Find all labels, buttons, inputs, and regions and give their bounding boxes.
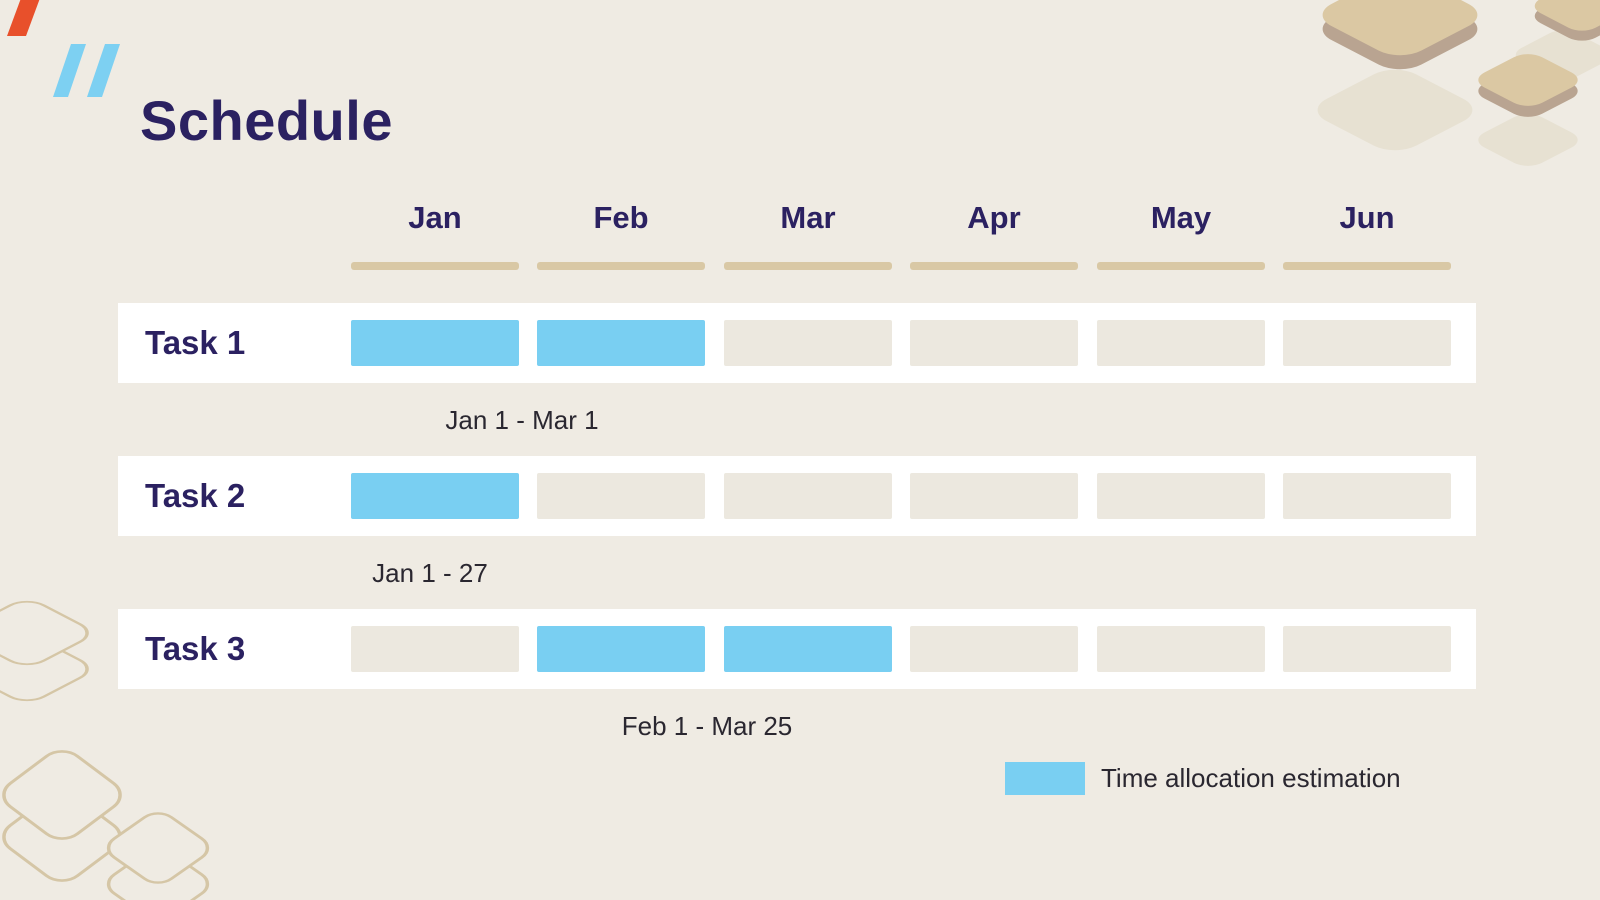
- gantt-cell: [724, 320, 892, 366]
- gantt-cell: [1283, 320, 1451, 366]
- month-underline: [1097, 262, 1265, 270]
- gantt-cell: [1283, 626, 1451, 672]
- task-row: Task 3: [118, 609, 1476, 689]
- gantt-cell: [910, 626, 1078, 672]
- legend-label: Time allocation estimation: [1101, 763, 1401, 793]
- gantt-cell: [724, 626, 892, 672]
- gantt-cell: [537, 320, 705, 366]
- task-label: Task 1: [145, 324, 246, 361]
- task-date-range: Feb 1 - Mar 25: [621, 711, 793, 741]
- month-underline: [351, 262, 519, 270]
- gantt-cell: [1097, 320, 1265, 366]
- legend-swatch: [1005, 762, 1085, 795]
- slash-icon: [7, 0, 120, 97]
- month-label-jan: Jan: [408, 200, 462, 235]
- gantt-cell: [351, 473, 519, 519]
- gantt-cell: [1283, 473, 1451, 519]
- legend: Time allocation estimation: [1005, 762, 1401, 795]
- task-label: Task 2: [145, 477, 246, 514]
- orange-slash-icon: [7, 0, 40, 36]
- month-underline: [537, 262, 705, 270]
- gantt-cell: [724, 473, 892, 519]
- gantt-cell: [1097, 473, 1265, 519]
- page-title: Schedule: [140, 89, 393, 152]
- month-underline: [724, 262, 892, 270]
- month-label-apr: Apr: [967, 200, 1021, 235]
- month-label-jun: Jun: [1339, 200, 1395, 235]
- outlined-cubes-decoration: [0, 600, 210, 900]
- task-row: Task 1: [118, 303, 1476, 383]
- gantt-cell: [351, 626, 519, 672]
- double-slash-icon: [53, 44, 120, 97]
- gantt-cell: [537, 626, 705, 672]
- task-label: Task 3: [145, 630, 246, 667]
- month-label-mar: Mar: [780, 200, 836, 235]
- task-date-range: Jan 1 - Mar 1: [445, 405, 599, 435]
- month-underline: [1283, 262, 1451, 270]
- isometric-tiles-decoration: [1317, 0, 1600, 166]
- gantt-cell: [910, 473, 1078, 519]
- gantt-cell: [537, 473, 705, 519]
- month-underline: [910, 262, 1078, 270]
- gantt-cell: [1097, 626, 1265, 672]
- month-label-feb: Feb: [593, 200, 649, 235]
- gantt-cell: [910, 320, 1078, 366]
- gantt-cell: [351, 320, 519, 366]
- month-label-may: May: [1150, 200, 1212, 235]
- task-date-range: Jan 1 - 27: [372, 558, 488, 588]
- task-row: Task 2: [118, 456, 1476, 536]
